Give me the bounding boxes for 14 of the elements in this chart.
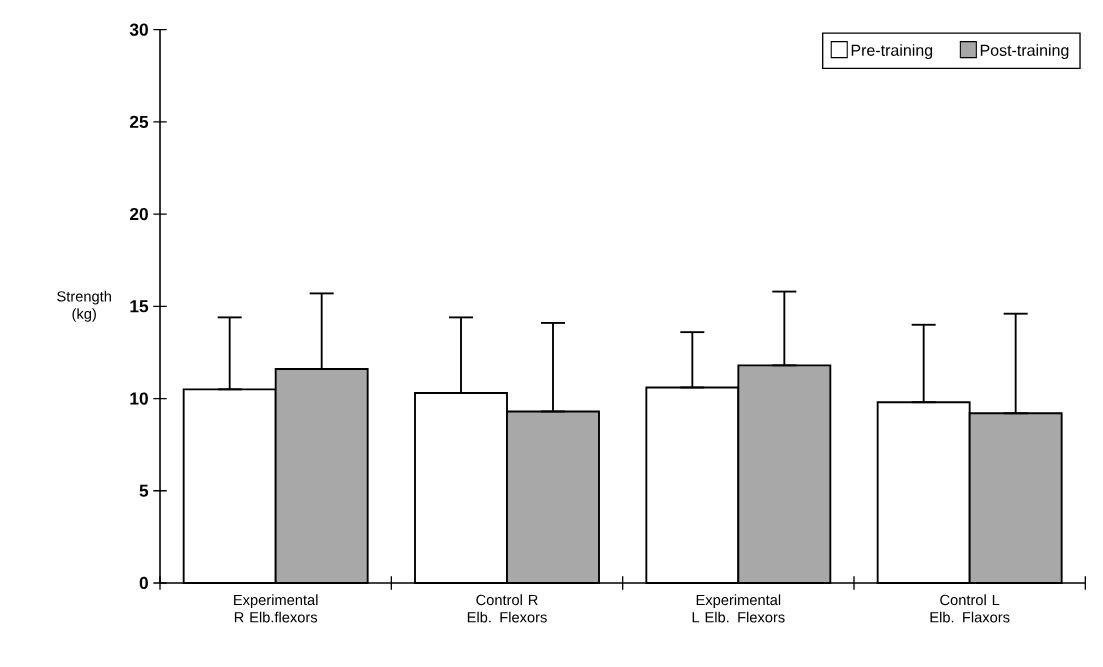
x-tick-label: Experimental L Elb. Flexors [692, 594, 785, 623]
legend-label: Pre-training [851, 44, 933, 60]
x-tick-label: Experimental R Elb.flexors [234, 594, 318, 623]
y-tick-label: 15 [130, 300, 149, 313]
y-tick-label: 5 [139, 484, 149, 497]
y-axis-title: Strength (kg) [57, 290, 111, 322]
y-tick-label: 0 [139, 576, 148, 590]
legend-label: Post-training [980, 44, 1069, 60]
y-tick-label: 10 [130, 392, 148, 405]
y-tick-label: 25 [129, 115, 149, 129]
x-tick-label: Control R Elb. Flexors [467, 594, 547, 623]
y-tick-label: 30 [129, 23, 148, 36]
x-tick-label: Control L Elb. Flaxors [930, 594, 1010, 623]
y-tick-label: 20 [129, 207, 148, 221]
